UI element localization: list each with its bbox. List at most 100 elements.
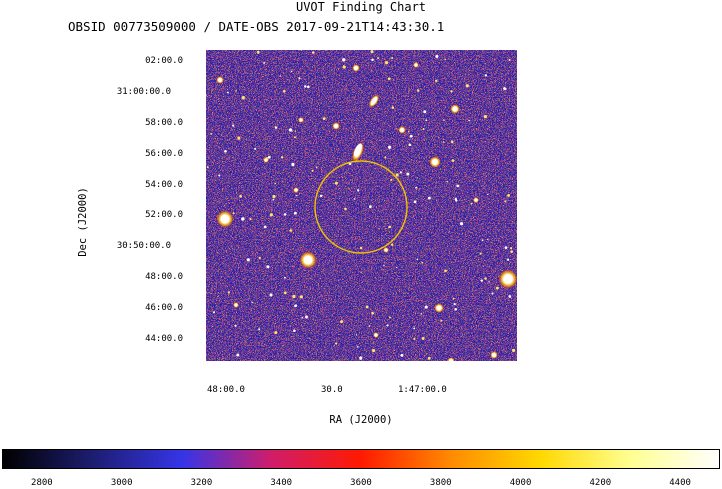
faint-star bbox=[234, 324, 237, 327]
faint-star bbox=[423, 110, 427, 114]
faint-star bbox=[396, 266, 398, 269]
faint-star bbox=[509, 246, 513, 250]
faint-star bbox=[421, 337, 425, 340]
faint-star bbox=[236, 353, 240, 357]
bright-star-core bbox=[299, 118, 303, 122]
faint-star bbox=[387, 77, 391, 81]
bright-star-core bbox=[334, 124, 338, 128]
faint-star bbox=[455, 199, 458, 202]
faint-star bbox=[413, 200, 417, 204]
faint-star bbox=[353, 198, 356, 200]
dec-tick-label: 48:00.0 bbox=[145, 272, 183, 282]
bright-star-core bbox=[294, 188, 298, 192]
faint-star bbox=[504, 200, 507, 203]
faint-star bbox=[508, 58, 511, 62]
faint-star bbox=[206, 166, 209, 169]
bright-star-core bbox=[264, 158, 268, 162]
faint-star bbox=[399, 171, 402, 174]
faint-star bbox=[294, 211, 297, 215]
ra-tick-label: 30.0 bbox=[321, 385, 343, 395]
faint-star bbox=[450, 140, 454, 144]
faint-star bbox=[370, 50, 374, 54]
faint-star bbox=[495, 286, 499, 290]
faint-star bbox=[506, 258, 510, 261]
faint-star bbox=[251, 301, 253, 304]
galaxy-core bbox=[353, 143, 363, 157]
faint-star bbox=[269, 293, 273, 297]
faint-star bbox=[365, 305, 369, 309]
chart-title: UVOT Finding Chart bbox=[295, 0, 427, 14]
faint-star bbox=[266, 265, 270, 269]
faint-star bbox=[508, 295, 512, 298]
dec-tick-label: 02:00.0 bbox=[145, 56, 183, 66]
bright-star-core bbox=[492, 353, 496, 357]
faint-star bbox=[315, 166, 318, 168]
dec-tick-label: 31:00:00.0 bbox=[116, 87, 171, 97]
faint-star bbox=[322, 117, 326, 120]
faint-star bbox=[443, 119, 445, 121]
faint-star bbox=[427, 356, 431, 360]
faint-star bbox=[416, 89, 420, 92]
faint-star bbox=[294, 130, 297, 132]
faint-star bbox=[292, 294, 296, 299]
faint-star bbox=[218, 174, 221, 177]
faint-star bbox=[342, 58, 346, 62]
colorbar-tick-label: 2800 bbox=[31, 478, 53, 488]
faint-star bbox=[483, 114, 487, 119]
faint-star bbox=[274, 331, 278, 335]
faint-star bbox=[416, 177, 418, 179]
faint-star bbox=[451, 159, 455, 162]
faint-star bbox=[356, 345, 359, 348]
faint-star bbox=[232, 124, 235, 127]
ra-tick-label: 1:47:00.0 bbox=[398, 385, 447, 395]
galaxy-core bbox=[370, 96, 378, 106]
faint-star bbox=[294, 304, 297, 308]
faint-star bbox=[306, 85, 310, 89]
faint-star bbox=[291, 130, 293, 132]
colorbar bbox=[2, 449, 720, 469]
faint-star bbox=[507, 193, 511, 197]
faint-star bbox=[263, 62, 265, 64]
faint-star bbox=[272, 198, 275, 201]
faint-star bbox=[232, 212, 235, 215]
source-region-circle bbox=[314, 160, 408, 254]
faint-star bbox=[258, 328, 261, 331]
faint-star bbox=[435, 54, 439, 58]
faint-star bbox=[357, 189, 360, 192]
faint-star bbox=[388, 225, 392, 229]
dec-tick-label: 54:00.0 bbox=[145, 180, 183, 190]
faint-star bbox=[268, 155, 271, 159]
faint-star bbox=[332, 183, 334, 185]
faint-star bbox=[280, 156, 284, 159]
faint-star bbox=[342, 65, 346, 69]
faint-star bbox=[446, 180, 448, 183]
faint-star bbox=[299, 295, 303, 299]
ra-tick-label: 48:00.0 bbox=[207, 385, 245, 395]
faint-star bbox=[371, 58, 374, 62]
ra-axis-label: RA (J2000) bbox=[329, 414, 393, 426]
faint-star bbox=[407, 131, 410, 133]
faint-star bbox=[427, 196, 431, 200]
faint-star bbox=[359, 246, 363, 250]
faint-star bbox=[279, 75, 281, 77]
faint-star bbox=[304, 85, 307, 88]
faint-star bbox=[344, 207, 347, 211]
faint-star bbox=[420, 313, 423, 315]
bright-star-core bbox=[503, 274, 513, 284]
faint-star bbox=[254, 147, 257, 150]
faint-star bbox=[479, 252, 482, 255]
faint-star bbox=[256, 50, 260, 54]
faint-star bbox=[389, 316, 391, 319]
bright-star-core bbox=[414, 63, 418, 67]
faint-star bbox=[274, 182, 277, 185]
dec-tick-label: 56:00.0 bbox=[145, 149, 183, 159]
faint-star bbox=[296, 194, 298, 197]
faint-star bbox=[274, 126, 278, 129]
faint-star bbox=[480, 279, 483, 282]
faint-star bbox=[288, 128, 293, 132]
faint-star bbox=[241, 217, 245, 221]
faint-star bbox=[408, 143, 412, 147]
faint-star bbox=[484, 74, 488, 77]
faint-star bbox=[442, 141, 445, 143]
faint-star bbox=[301, 316, 304, 319]
